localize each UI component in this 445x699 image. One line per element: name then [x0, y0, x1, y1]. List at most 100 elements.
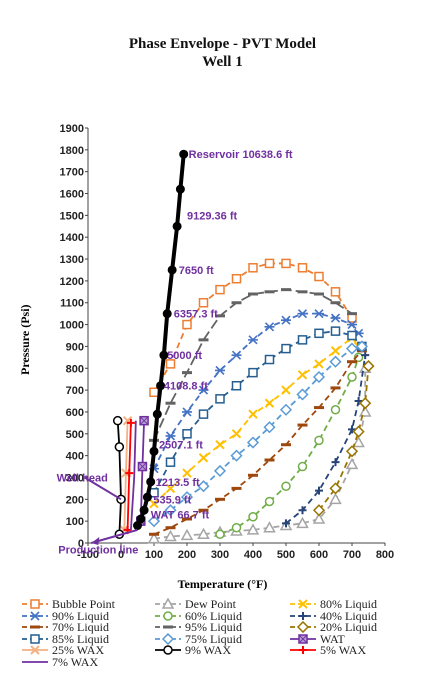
data-point	[139, 505, 149, 515]
series-40-liquid	[282, 351, 370, 528]
data-point	[126, 418, 135, 427]
x-tick-label: 100	[145, 549, 163, 561]
series-well-profile	[133, 149, 189, 531]
annotation-label: 5000 ft	[167, 350, 202, 362]
data-point	[358, 405, 372, 417]
legend-swatch	[22, 610, 48, 621]
data-point	[345, 457, 359, 470]
legend-label: 5% WAX	[320, 643, 367, 657]
data-point	[231, 273, 242, 284]
data-point	[347, 330, 357, 341]
y-tick-label: 1400	[60, 232, 84, 244]
annotation-label: Well head	[57, 472, 108, 484]
series-90-liquid	[149, 309, 364, 474]
annotation-label: Production line	[58, 545, 138, 557]
y-tick-label: 800	[66, 363, 84, 375]
data-point	[172, 221, 182, 231]
data-point	[125, 469, 134, 478]
data-point	[197, 480, 210, 493]
annotation-label: Reservoir 10638.6 ft	[189, 149, 293, 161]
series-75-liquid	[147, 340, 368, 528]
data-point	[182, 429, 192, 439]
series-95-liquid	[149, 288, 357, 442]
data-point	[314, 309, 324, 319]
x-tick-label: -100	[77, 549, 99, 561]
legend-marker	[163, 610, 173, 621]
legend-label: WAT	[320, 631, 345, 646]
marker-cross	[139, 416, 149, 426]
data-point	[246, 436, 260, 449]
data-point	[142, 492, 152, 502]
data-point	[345, 342, 359, 355]
legend-label: 85% Liquid	[52, 631, 109, 646]
data-point	[355, 340, 368, 353]
data-point	[359, 397, 372, 410]
legend-swatch	[155, 632, 181, 645]
legend-marker	[298, 599, 308, 609]
data-point	[297, 309, 308, 319]
legend-label: Dew Point	[185, 597, 236, 611]
data-point	[114, 442, 125, 452]
legend-marker	[30, 599, 40, 609]
data-point	[230, 449, 243, 462]
data-point	[149, 387, 159, 398]
data-point	[180, 528, 194, 541]
series-line	[116, 420, 122, 535]
data-point	[215, 284, 225, 295]
annotation-label: 535.9 ft	[153, 494, 191, 506]
data-point	[198, 409, 209, 419]
legend-swatch	[290, 621, 316, 633]
legend-label: 75% Liquid	[185, 631, 242, 646]
annotation-label: 7650 ft	[179, 265, 214, 277]
legend-swatch	[22, 645, 48, 655]
series-line	[318, 365, 370, 511]
x-tick-label: 700	[343, 549, 361, 561]
data-point	[152, 409, 162, 419]
data-point	[167, 265, 177, 275]
legend-swatch	[155, 598, 181, 609]
data-point	[198, 453, 209, 463]
legend-swatch	[22, 599, 48, 609]
data-point	[330, 313, 341, 323]
data-point	[281, 258, 291, 269]
data-point	[146, 477, 156, 487]
legend-marker	[296, 621, 310, 633]
data-point	[361, 351, 370, 360]
data-point	[312, 504, 326, 517]
data-point	[264, 496, 275, 507]
y-tick-label: 1100	[60, 298, 84, 310]
production-line-arrow	[91, 528, 138, 544]
y-tick-label: 1300	[60, 254, 84, 266]
data-point	[263, 521, 276, 533]
data-point	[297, 461, 308, 472]
x-tick-label: 300	[211, 549, 229, 561]
y-tick-label: 700	[66, 385, 84, 397]
data-point	[330, 405, 341, 415]
series-5-wax	[123, 418, 135, 534]
series-7-wax	[130, 420, 137, 530]
legend-label: 7% WAX	[52, 654, 99, 669]
data-point	[180, 491, 194, 504]
well-head-arrow	[84, 476, 122, 501]
legend-label: 95% Liquid	[185, 620, 242, 634]
series-line	[219, 357, 360, 536]
data-point	[139, 415, 149, 426]
x-tick-label: 600	[310, 549, 328, 561]
data-point	[362, 360, 375, 373]
data-point	[314, 328, 324, 339]
legend-swatch	[155, 645, 181, 655]
legend-swatch	[155, 625, 181, 629]
legend-swatch	[290, 611, 316, 620]
data-point	[345, 445, 359, 458]
y-tick-label: 200	[66, 494, 84, 506]
x-tick-label: 200	[178, 549, 196, 561]
data-point	[165, 457, 176, 467]
annotation-label: 6357.3 ft	[174, 309, 218, 321]
data-point	[314, 435, 324, 446]
x-tick-label: 500	[277, 549, 295, 561]
data-point	[182, 319, 192, 330]
x-tick-label: 0	[118, 549, 124, 561]
data-point	[282, 519, 290, 528]
data-point	[352, 435, 365, 448]
data-point	[165, 359, 176, 369]
